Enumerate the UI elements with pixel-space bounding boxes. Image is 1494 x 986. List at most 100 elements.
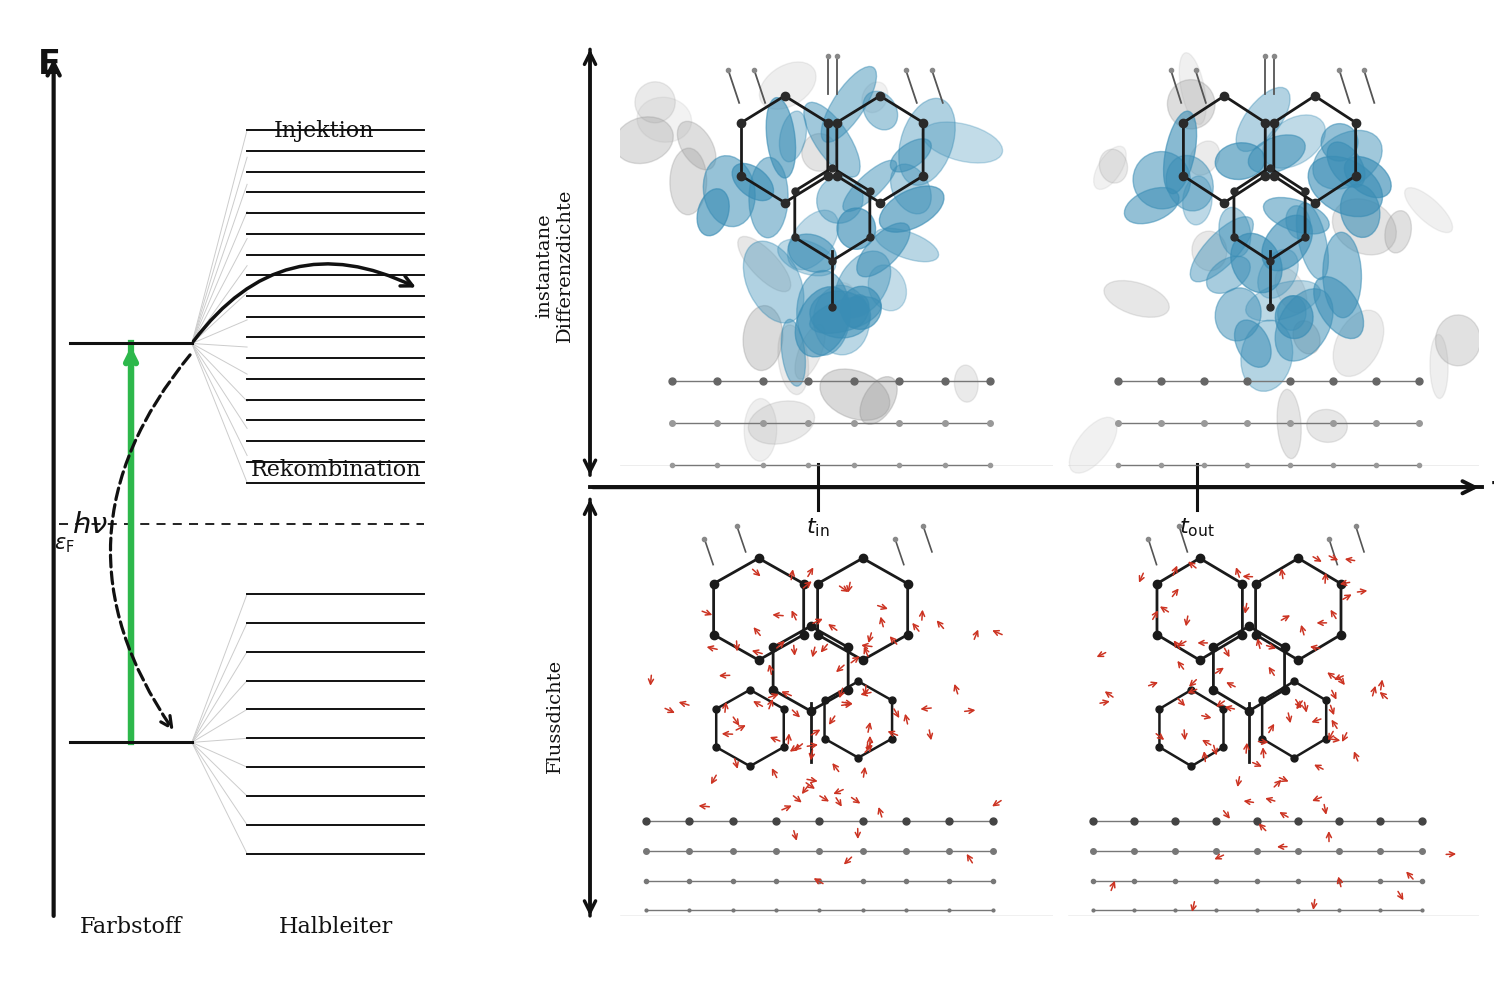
- Text: Injektion: Injektion: [275, 120, 375, 142]
- Ellipse shape: [1313, 277, 1364, 339]
- Ellipse shape: [636, 99, 692, 143]
- Ellipse shape: [1183, 176, 1212, 226]
- Ellipse shape: [787, 211, 838, 270]
- Ellipse shape: [1191, 218, 1253, 283]
- Ellipse shape: [732, 165, 774, 201]
- Ellipse shape: [1070, 418, 1118, 473]
- Ellipse shape: [1340, 185, 1380, 239]
- FancyArrowPatch shape: [194, 264, 412, 342]
- Ellipse shape: [1262, 216, 1312, 271]
- Ellipse shape: [744, 399, 777, 461]
- Ellipse shape: [1297, 203, 1328, 280]
- Ellipse shape: [1242, 320, 1292, 392]
- Ellipse shape: [1277, 389, 1301, 459]
- Ellipse shape: [669, 149, 707, 216]
- Ellipse shape: [1207, 256, 1250, 294]
- Ellipse shape: [1313, 131, 1382, 190]
- Ellipse shape: [810, 292, 871, 338]
- Ellipse shape: [635, 83, 675, 123]
- Ellipse shape: [781, 320, 805, 387]
- Ellipse shape: [738, 238, 790, 293]
- Ellipse shape: [1274, 268, 1307, 314]
- Ellipse shape: [1125, 188, 1179, 225]
- Ellipse shape: [955, 366, 979, 402]
- Ellipse shape: [1262, 115, 1325, 169]
- FancyArrowPatch shape: [111, 356, 190, 728]
- Ellipse shape: [1100, 150, 1128, 184]
- Ellipse shape: [890, 165, 931, 215]
- Ellipse shape: [835, 251, 890, 318]
- Ellipse shape: [759, 63, 816, 110]
- Ellipse shape: [795, 287, 850, 358]
- Ellipse shape: [1333, 311, 1383, 377]
- Text: $t_\mathrm{out}$: $t_\mathrm{out}$: [1179, 516, 1215, 538]
- Ellipse shape: [1164, 112, 1197, 194]
- Ellipse shape: [1333, 199, 1397, 255]
- Ellipse shape: [804, 104, 861, 177]
- Text: $h\nu$: $h\nu$: [72, 511, 108, 538]
- Text: $\varepsilon_\mathrm{F}$: $\varepsilon_\mathrm{F}$: [54, 534, 75, 554]
- Ellipse shape: [748, 401, 814, 445]
- Ellipse shape: [1234, 320, 1271, 368]
- Ellipse shape: [1236, 89, 1289, 153]
- Ellipse shape: [1327, 143, 1366, 188]
- Ellipse shape: [1132, 153, 1191, 210]
- Ellipse shape: [795, 325, 825, 380]
- Ellipse shape: [1219, 208, 1250, 257]
- Ellipse shape: [822, 67, 877, 143]
- Ellipse shape: [814, 286, 870, 356]
- Ellipse shape: [843, 161, 896, 212]
- Ellipse shape: [820, 370, 890, 421]
- Text: $\mathbf{E}$: $\mathbf{E}$: [37, 47, 60, 81]
- Text: Rekombination: Rekombination: [251, 458, 421, 480]
- Ellipse shape: [834, 283, 856, 312]
- Ellipse shape: [1322, 233, 1361, 318]
- Text: $\mathbf{t}$: $\mathbf{t}$: [1491, 476, 1494, 500]
- Ellipse shape: [778, 325, 808, 395]
- Ellipse shape: [789, 235, 837, 273]
- Ellipse shape: [1286, 206, 1310, 240]
- Ellipse shape: [614, 117, 674, 165]
- Ellipse shape: [1215, 144, 1265, 180]
- Ellipse shape: [766, 99, 796, 178]
- Ellipse shape: [1307, 410, 1348, 443]
- Ellipse shape: [1167, 157, 1213, 212]
- Ellipse shape: [856, 224, 910, 277]
- Ellipse shape: [899, 100, 955, 186]
- Ellipse shape: [862, 83, 887, 113]
- Ellipse shape: [861, 378, 898, 425]
- Text: instantane
Differenzdichte: instantane Differenzdichte: [535, 188, 574, 342]
- Ellipse shape: [1276, 290, 1333, 362]
- Text: Farbstoff: Farbstoff: [79, 915, 182, 938]
- Ellipse shape: [1094, 147, 1126, 190]
- Ellipse shape: [1430, 335, 1448, 399]
- Ellipse shape: [744, 242, 804, 323]
- Ellipse shape: [890, 140, 931, 173]
- Text: Halbleiter: Halbleiter: [278, 915, 393, 938]
- Ellipse shape: [841, 287, 881, 330]
- Ellipse shape: [1189, 142, 1219, 176]
- Ellipse shape: [1179, 53, 1206, 125]
- Text: Flussdichte: Flussdichte: [545, 658, 563, 772]
- Ellipse shape: [778, 240, 835, 276]
- Ellipse shape: [810, 298, 881, 334]
- Ellipse shape: [748, 158, 787, 239]
- Ellipse shape: [698, 189, 729, 237]
- Ellipse shape: [875, 229, 938, 262]
- Ellipse shape: [837, 209, 875, 250]
- Ellipse shape: [1345, 158, 1391, 198]
- Ellipse shape: [1167, 81, 1215, 130]
- Ellipse shape: [817, 176, 864, 224]
- Ellipse shape: [864, 93, 898, 131]
- Ellipse shape: [922, 123, 1002, 164]
- Ellipse shape: [1192, 232, 1227, 271]
- Ellipse shape: [1215, 289, 1261, 341]
- Text: $t_\mathrm{in}$: $t_\mathrm{in}$: [805, 516, 829, 538]
- Ellipse shape: [1404, 188, 1452, 234]
- Ellipse shape: [1294, 321, 1321, 355]
- Ellipse shape: [780, 112, 807, 163]
- Ellipse shape: [1264, 198, 1330, 235]
- Ellipse shape: [880, 187, 944, 233]
- Ellipse shape: [1309, 157, 1382, 218]
- Ellipse shape: [1385, 211, 1412, 253]
